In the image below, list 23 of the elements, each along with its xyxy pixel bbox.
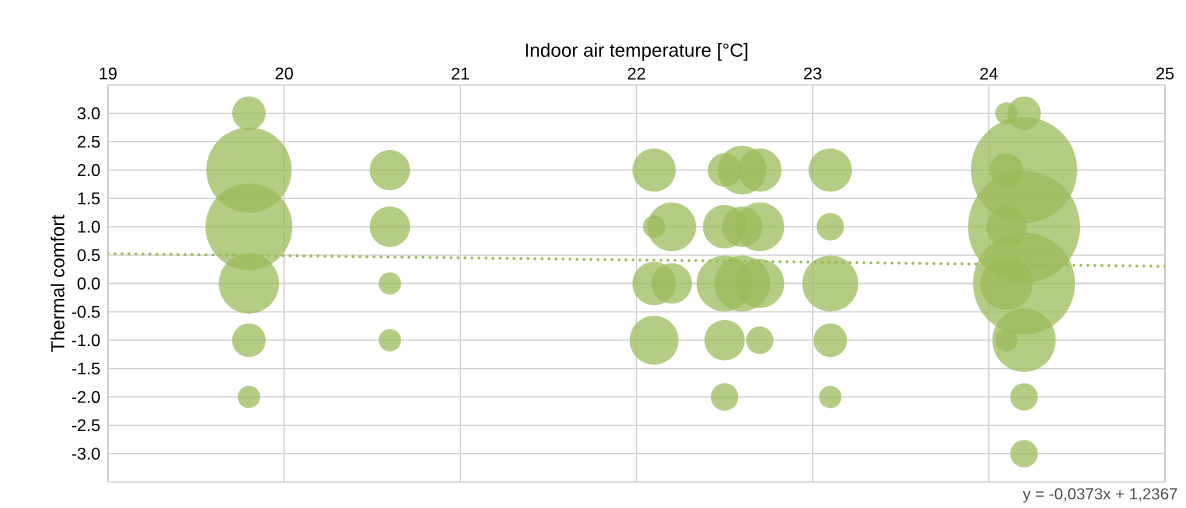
y-tick-label: 1.0 bbox=[78, 220, 100, 233]
x-tick-label: 24 bbox=[980, 67, 998, 80]
y-tick-label: 0.0 bbox=[77, 277, 100, 290]
y-tick-label: -1.5 bbox=[72, 362, 100, 375]
y-tick-label: -2.5 bbox=[72, 419, 100, 432]
y-tick-label: 2.5 bbox=[77, 135, 100, 148]
y-tick-label: 3.0 bbox=[77, 107, 100, 120]
x-tick-label: 22 bbox=[627, 67, 646, 80]
y-tick-label: -1.0 bbox=[72, 334, 100, 347]
y-tick-label: 2.0 bbox=[77, 164, 100, 177]
y-tick-label: 1.5 bbox=[78, 192, 100, 205]
x-tick-label: 21 bbox=[451, 67, 469, 80]
y-tick-label: -0.5 bbox=[72, 305, 100, 318]
x-tick-label: 23 bbox=[804, 67, 822, 80]
x-tick-label: 20 bbox=[275, 67, 293, 80]
y-axis-title: Thermal comfort bbox=[50, 214, 65, 352]
y-tick-label: -3.0 bbox=[72, 447, 100, 460]
y-tick-label: 0.5 bbox=[77, 249, 100, 262]
text: y = -0,0373x + 1,2367 bbox=[1022, 488, 1177, 503]
x-axis-title: Indoor air temperature [°C] bbox=[526, 43, 748, 61]
x-tick-label: 25 bbox=[1156, 67, 1174, 80]
y-tick-label: -2.0 bbox=[72, 390, 100, 403]
x-tick-label: 19 bbox=[99, 67, 117, 80]
